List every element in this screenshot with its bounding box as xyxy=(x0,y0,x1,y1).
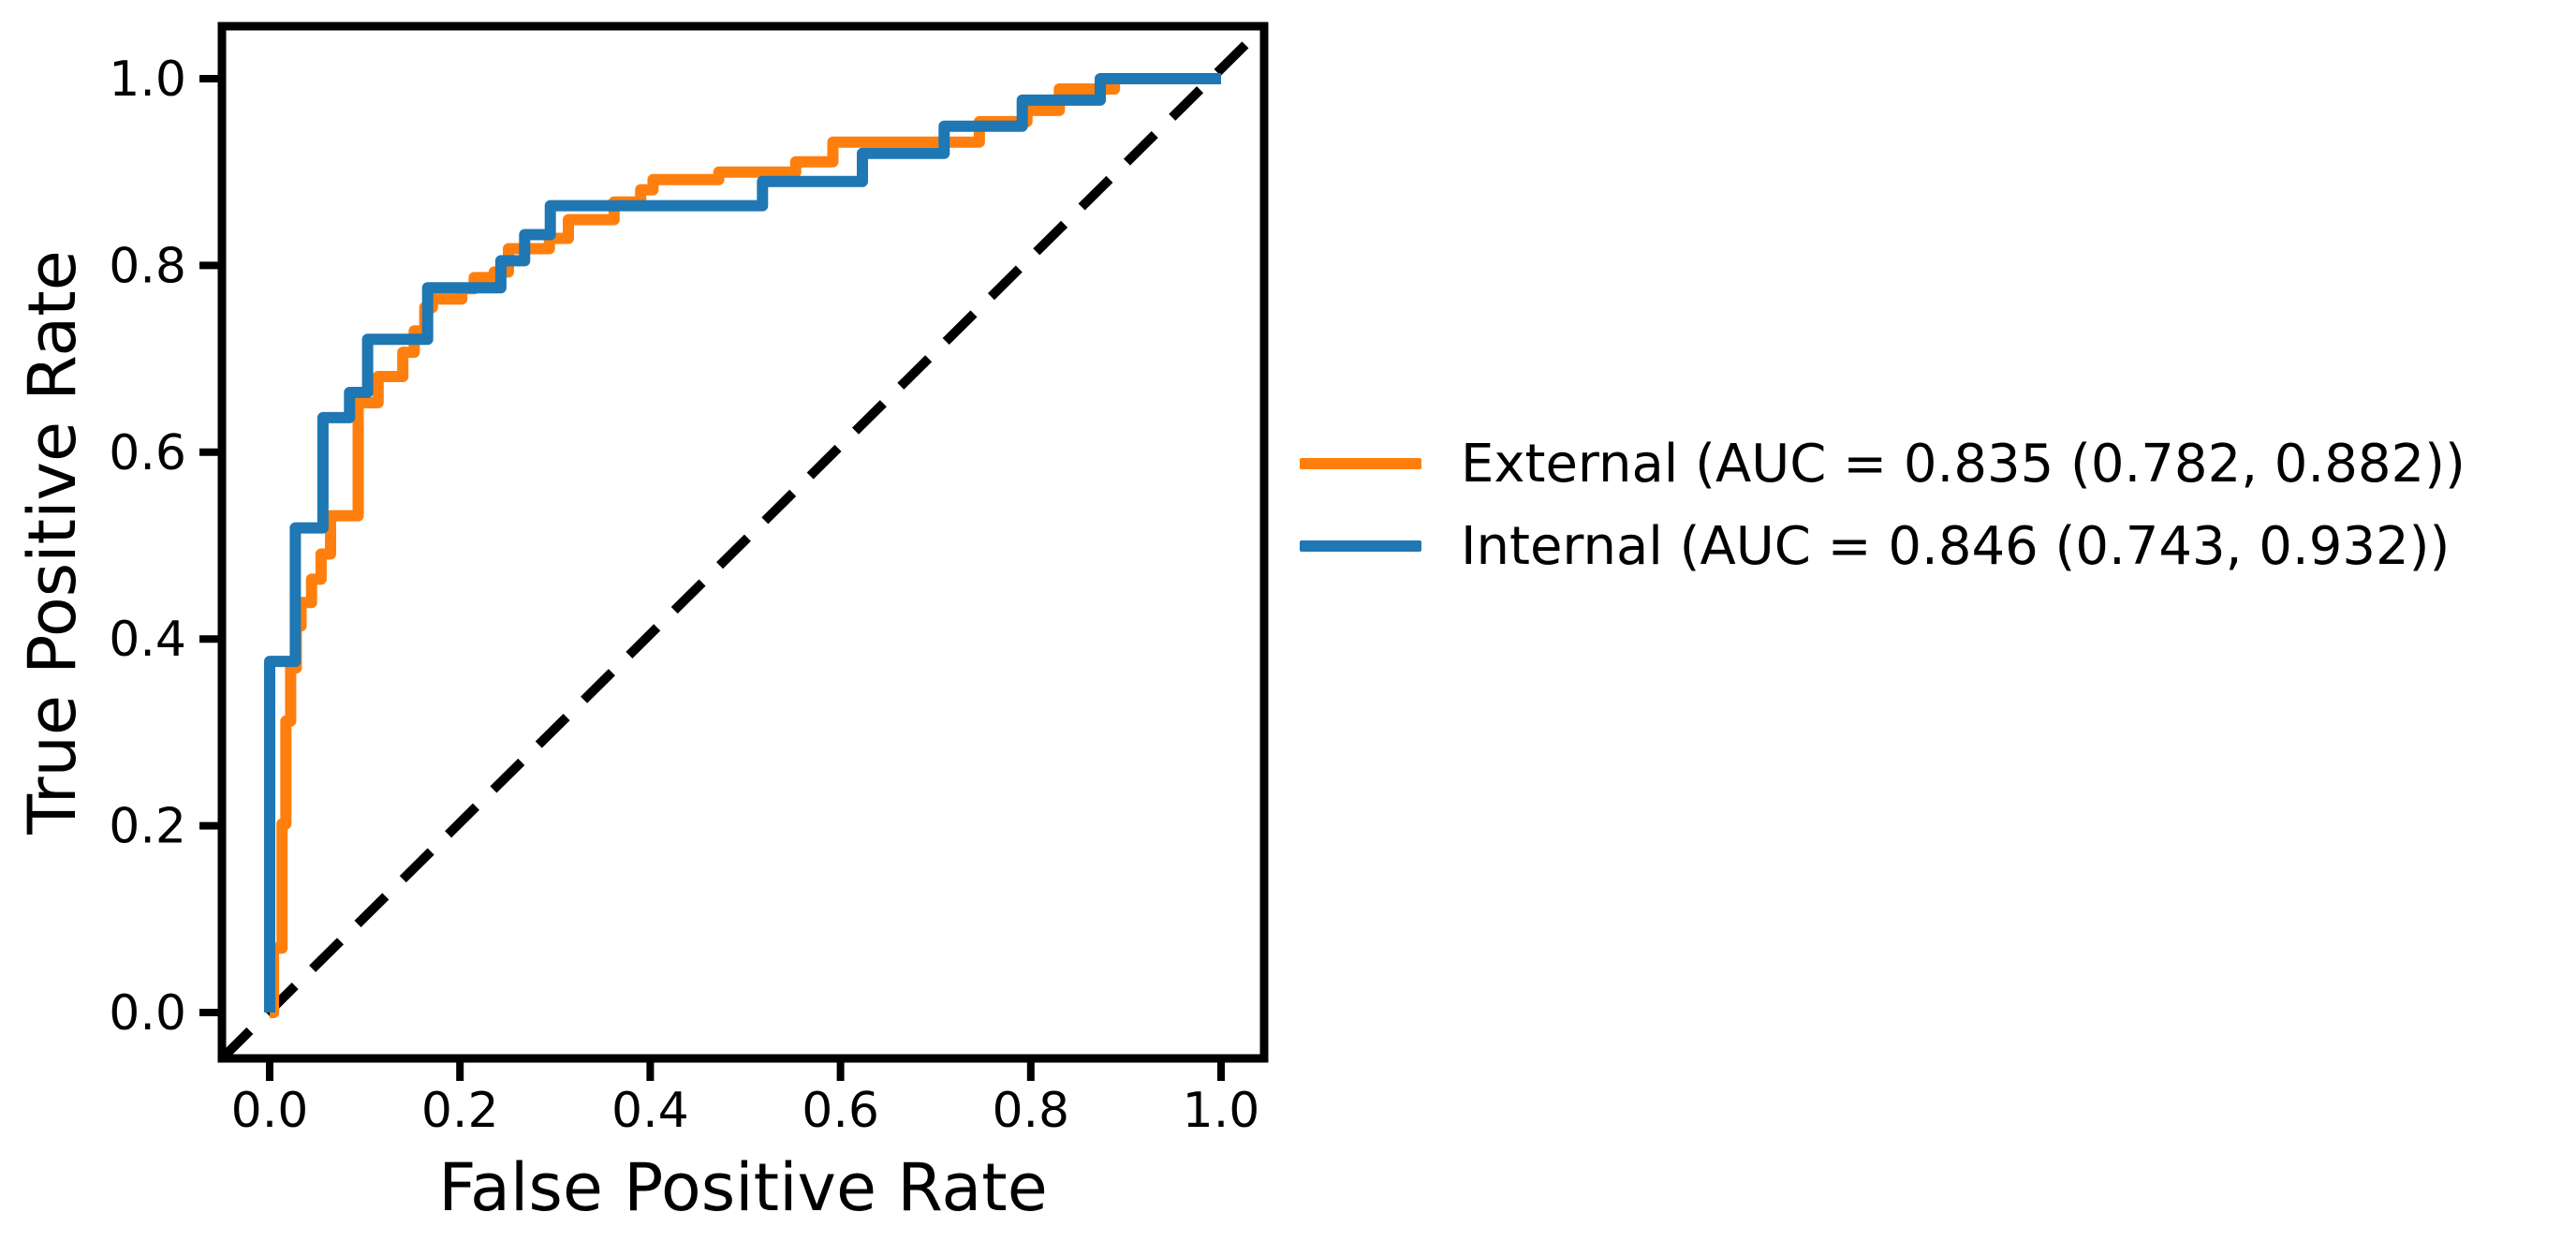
legend: External (AUC = 0.835 (0.782, 0.882)) In… xyxy=(1300,422,2466,587)
legend-line-external xyxy=(1300,458,1421,469)
axes-frame xyxy=(217,22,1269,1063)
legend-item-external: External (AUC = 0.835 (0.782, 0.882)) xyxy=(1300,422,2466,505)
legend-label-external: External (AUC = 0.835 (0.782, 0.882)) xyxy=(1461,433,2466,495)
legend-item-internal: Internal (AUC = 0.846 (0.743, 0.932)) xyxy=(1300,505,2466,587)
y-tick-label: 0.0 xyxy=(109,985,186,1042)
y-tick-label: 0.8 xyxy=(109,238,186,294)
x-axis-title: False Positive Rate xyxy=(438,1149,1048,1226)
x-tick-label: 0.4 xyxy=(611,1083,689,1139)
y-axis-title: True Positive Rate xyxy=(14,250,91,835)
x-tick-label: 1.0 xyxy=(1183,1083,1260,1139)
x-tick-label: 0.2 xyxy=(421,1083,499,1139)
x-tick-label: 0.0 xyxy=(231,1083,309,1139)
x-tick-label: 0.8 xyxy=(992,1083,1069,1139)
roc-curve-internal xyxy=(264,73,1221,1013)
legend-line-internal xyxy=(1300,540,1421,552)
y-tick-label: 0.6 xyxy=(109,425,186,481)
y-tick-label: 0.4 xyxy=(109,612,186,668)
chance-diagonal xyxy=(218,22,1268,1062)
legend-label-internal: Internal (AUC = 0.846 (0.743, 0.932)) xyxy=(1461,515,2451,577)
y-tick-label: 0.2 xyxy=(109,799,186,855)
y-tick-label: 1.0 xyxy=(109,52,186,108)
x-tick-label: 0.6 xyxy=(802,1083,879,1139)
